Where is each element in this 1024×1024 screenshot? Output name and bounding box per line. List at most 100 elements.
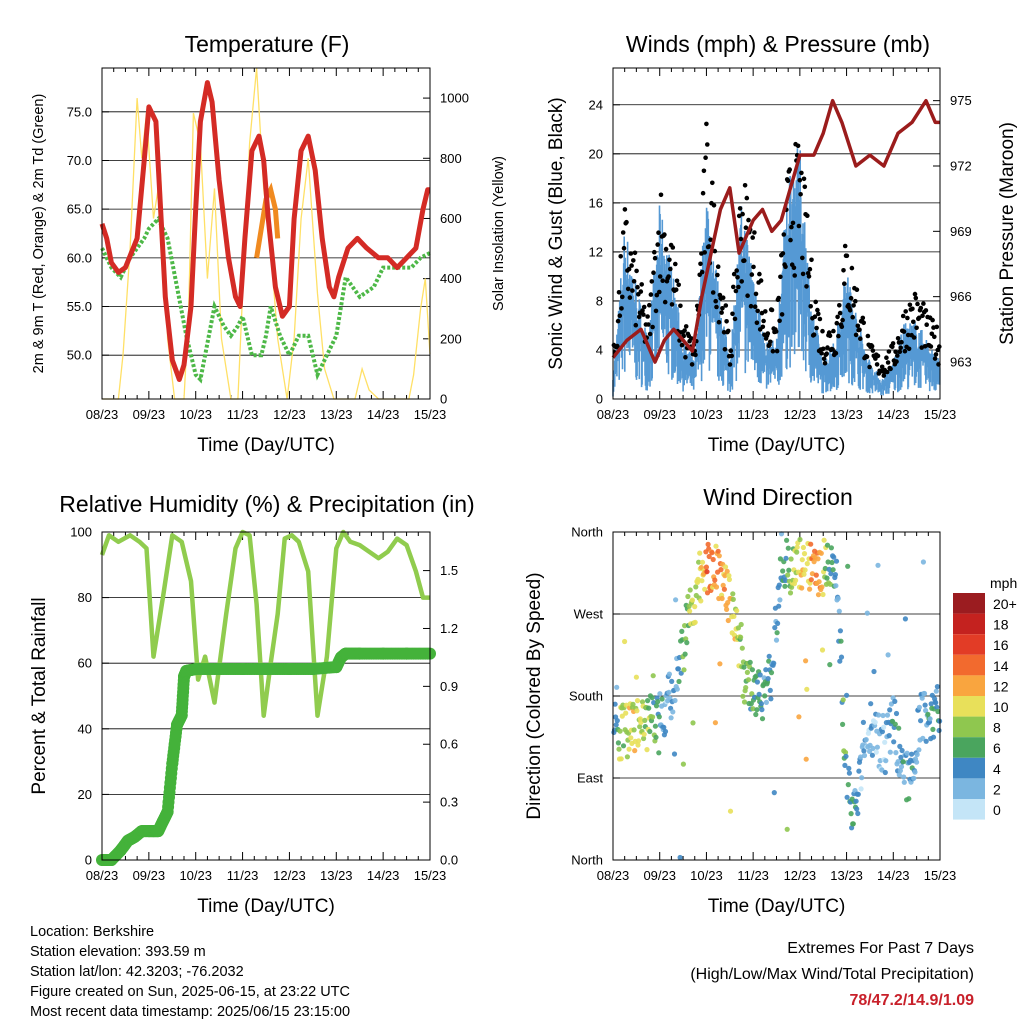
x-tick-label: 08/23	[597, 407, 630, 422]
legend-swatch	[953, 634, 985, 655]
gust-point	[865, 333, 871, 339]
direction-point	[721, 586, 728, 592]
direction-point	[803, 658, 809, 664]
legend-label: 0	[993, 802, 1001, 818]
direction-point	[630, 701, 636, 707]
gust-point	[736, 213, 742, 219]
gust-point	[748, 303, 754, 309]
direction-point	[649, 695, 655, 701]
legend-label: 8	[993, 720, 1001, 736]
direction-point	[928, 701, 934, 707]
direction-point	[677, 854, 683, 861]
direction-point	[749, 691, 755, 697]
y2-tick-label: 0.0	[440, 853, 458, 868]
direction-point	[768, 670, 775, 676]
direction-point	[850, 821, 856, 827]
direction-point	[859, 775, 865, 781]
y2-tick-label: 972	[950, 158, 972, 173]
direction-point	[867, 748, 873, 755]
direction-point	[717, 661, 723, 667]
direction-point	[896, 725, 902, 731]
direction-point	[822, 565, 828, 572]
pressure-line	[611, 98, 940, 364]
direction-point	[719, 595, 725, 602]
y-tick-label: 75.0	[67, 104, 92, 119]
direction-point	[699, 559, 706, 565]
y-axis-label: Percent & Total Rainfall	[29, 597, 50, 794]
direction-point	[886, 733, 892, 739]
x-tick-label: 09/23	[643, 407, 676, 422]
gust-point	[683, 355, 688, 360]
direction-point	[679, 628, 685, 635]
direction-point	[767, 687, 773, 694]
gust-point	[652, 255, 658, 261]
direction-point	[887, 707, 893, 713]
gust-point	[796, 223, 802, 229]
direction-point	[692, 604, 698, 610]
gust-point	[743, 225, 749, 230]
gust-point	[898, 345, 903, 351]
direction-point	[796, 714, 802, 720]
direction-point	[912, 769, 918, 775]
direction-point	[882, 739, 888, 745]
direction-point	[897, 768, 904, 774]
direction-point	[848, 811, 854, 817]
gust-point	[620, 230, 626, 235]
direction-point	[934, 704, 940, 710]
gust-point	[879, 364, 885, 370]
gust-point	[662, 299, 668, 305]
direction-point	[731, 613, 737, 620]
gust-point	[906, 346, 912, 352]
direction-point	[754, 707, 760, 713]
y-tick-label: 40	[78, 721, 92, 736]
gust-point	[867, 364, 872, 370]
direction-point	[844, 692, 850, 698]
gust-point	[857, 327, 862, 333]
gust-point	[791, 265, 797, 271]
direction-point	[786, 567, 792, 573]
gust-point	[836, 333, 841, 339]
gust-point	[821, 346, 826, 352]
direction-point	[637, 724, 643, 730]
direction-point	[652, 723, 659, 729]
gust-point	[869, 344, 875, 349]
direction-point	[638, 719, 644, 726]
direction-point	[704, 569, 710, 575]
gust-point	[729, 353, 734, 359]
direction-point	[784, 826, 790, 832]
gust-point	[801, 176, 807, 182]
y2-axis-label: Solar Insolation (Yellow)	[491, 156, 507, 311]
gust-point	[840, 317, 845, 323]
gust-point	[807, 266, 813, 272]
direction-point	[765, 676, 771, 682]
direction-point	[914, 751, 920, 758]
direction-point	[777, 597, 783, 603]
direction-point	[628, 735, 634, 741]
gust-point	[667, 257, 672, 263]
x-tick-label: 08/23	[597, 868, 630, 883]
direction-point	[934, 684, 941, 690]
y2-tick-label: 969	[950, 224, 972, 239]
x-axis-label: Time (Day/UTC)	[708, 896, 846, 917]
gust-point	[631, 258, 636, 263]
direction-point	[916, 747, 922, 753]
gust-point	[724, 319, 729, 324]
gust-point	[615, 343, 620, 349]
gust-point	[911, 335, 917, 340]
gust-point	[615, 318, 621, 324]
gust-point	[624, 219, 629, 225]
gust-point	[750, 235, 755, 240]
direction-point	[815, 592, 822, 598]
gust-point	[805, 213, 810, 218]
direction-point	[693, 584, 699, 590]
chart-title: Winds (mph) & Pressure (mb)	[626, 31, 930, 57]
direction-point	[775, 620, 781, 627]
direction-point	[647, 728, 653, 735]
direction-point	[832, 572, 839, 578]
gust-point	[761, 318, 766, 324]
direction-point	[661, 724, 667, 731]
direction-point	[669, 678, 675, 685]
direction-point	[818, 550, 824, 556]
gust-point	[660, 278, 665, 284]
